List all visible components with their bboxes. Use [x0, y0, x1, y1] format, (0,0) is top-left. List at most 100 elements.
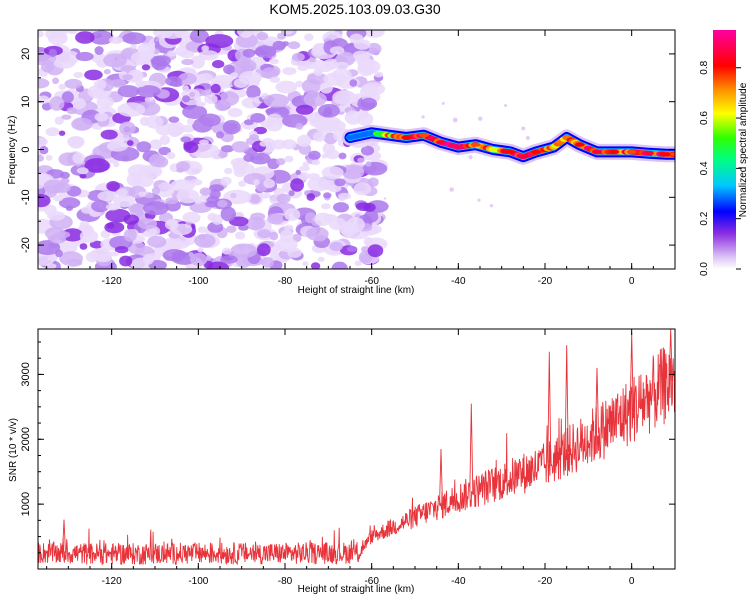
noise-blob — [162, 249, 187, 262]
noise-blob — [38, 137, 48, 147]
trace-hotspot — [453, 145, 464, 150]
noise-blob — [195, 101, 206, 107]
noise-blob — [301, 78, 322, 94]
noise-blob — [166, 50, 177, 57]
noise-blob — [71, 117, 93, 131]
noise-blob — [100, 230, 111, 239]
colorbar: 0.0 0.2 0.4 0.6 0.8 Normalized spectral ampl… — [699, 30, 749, 276]
noise-blob — [325, 149, 340, 160]
noise-blob — [190, 252, 208, 267]
noise-blob — [130, 43, 137, 49]
noise-speck — [452, 117, 458, 123]
noise-blob — [308, 150, 321, 160]
noise-blob — [136, 141, 152, 153]
noise-blob — [79, 229, 99, 243]
noise-blob — [261, 67, 279, 79]
spectrogram-y-axis: -20 -10 0 10 20 — [20, 29, 675, 270]
noise-blob — [165, 76, 182, 87]
noise-blob — [58, 130, 66, 136]
noise-blob — [211, 214, 223, 225]
noise-blob — [218, 152, 227, 158]
noise-blob — [162, 237, 185, 250]
noise-speck — [441, 101, 445, 105]
noise-blob — [145, 115, 164, 129]
noise-blob — [84, 158, 110, 173]
noise-blob — [250, 212, 266, 221]
noise-blob — [106, 181, 120, 192]
noise-blob — [204, 94, 218, 105]
noise-blob — [117, 85, 140, 98]
noise-blob — [317, 104, 340, 118]
noise-blob — [220, 145, 235, 153]
noise-blob — [227, 107, 243, 118]
noise-blob — [230, 72, 239, 78]
trace-hotspot — [531, 149, 542, 154]
noise-blob — [197, 247, 204, 253]
noise-blob — [56, 241, 78, 254]
noise-speck — [521, 126, 526, 131]
noise-blob — [183, 141, 199, 153]
colorbar-ticks: 0.0 0.2 0.4 0.6 0.8 — [699, 60, 741, 276]
noise-blob — [334, 178, 346, 187]
noise-blob — [276, 158, 286, 166]
noise-blob — [212, 60, 225, 69]
noise-blob — [341, 164, 365, 180]
noise-blob — [91, 88, 107, 98]
noise-blob — [299, 165, 310, 172]
noise-speck — [504, 104, 508, 107]
noise-blob — [363, 236, 373, 246]
x-tick-label: -40 — [451, 576, 466, 587]
noise-blob — [265, 108, 275, 115]
noise-blob — [103, 53, 127, 68]
noise-blob — [317, 256, 325, 262]
noise-blob — [253, 179, 260, 186]
noise-blob — [254, 45, 277, 59]
noise-blob — [105, 203, 120, 211]
x-tick-label: -60 — [364, 576, 379, 587]
noise-blob — [243, 173, 266, 185]
x-tick-label: -60 — [364, 276, 379, 287]
colorbar-tick-label: 0.8 — [699, 60, 710, 74]
noise-blob — [257, 229, 272, 239]
noise-blob — [357, 62, 375, 77]
noise-blob — [344, 110, 362, 125]
noise-blob — [319, 82, 333, 94]
noise-blob — [153, 30, 174, 39]
noise-blob — [284, 208, 301, 221]
noise-blob — [136, 85, 161, 98]
noise-blob — [97, 191, 117, 202]
noise-blob — [290, 178, 304, 192]
noise-blob — [283, 224, 294, 231]
noise-blob — [119, 121, 136, 136]
noise-blob — [72, 152, 85, 164]
noise-blob — [182, 211, 201, 224]
noise-blob — [360, 97, 378, 110]
noise-blob — [248, 194, 261, 204]
x-tick-label: -120 — [102, 276, 122, 287]
noise-blob — [307, 176, 330, 192]
colorbar-label: Normalized spectral amplitude — [738, 82, 749, 217]
noise-blob — [106, 141, 128, 152]
noise-blob — [49, 233, 67, 244]
snr-x-axis: -120 -100 -80 -60 -40 -20 0 — [46, 329, 676, 587]
noise-blob — [303, 91, 327, 107]
noise-blob — [249, 152, 271, 165]
noise-blob — [256, 31, 269, 41]
noise-blob — [122, 32, 146, 45]
noise-blob — [94, 46, 104, 55]
x-tick-label: -40 — [451, 276, 466, 287]
x-tick-label: -120 — [102, 576, 122, 587]
x-tick-label: 0 — [629, 276, 635, 287]
noise-blob — [48, 48, 57, 58]
noise-speck — [477, 198, 481, 202]
noise-blob — [214, 99, 230, 112]
noise-blob — [156, 182, 175, 198]
noise-speck — [525, 136, 530, 140]
noise-blob — [201, 45, 209, 52]
x-tick-label: -80 — [278, 276, 293, 287]
noise-blob — [224, 167, 233, 175]
noise-blob — [309, 117, 328, 128]
noise-blob — [341, 226, 355, 239]
noise-blob — [55, 50, 81, 65]
